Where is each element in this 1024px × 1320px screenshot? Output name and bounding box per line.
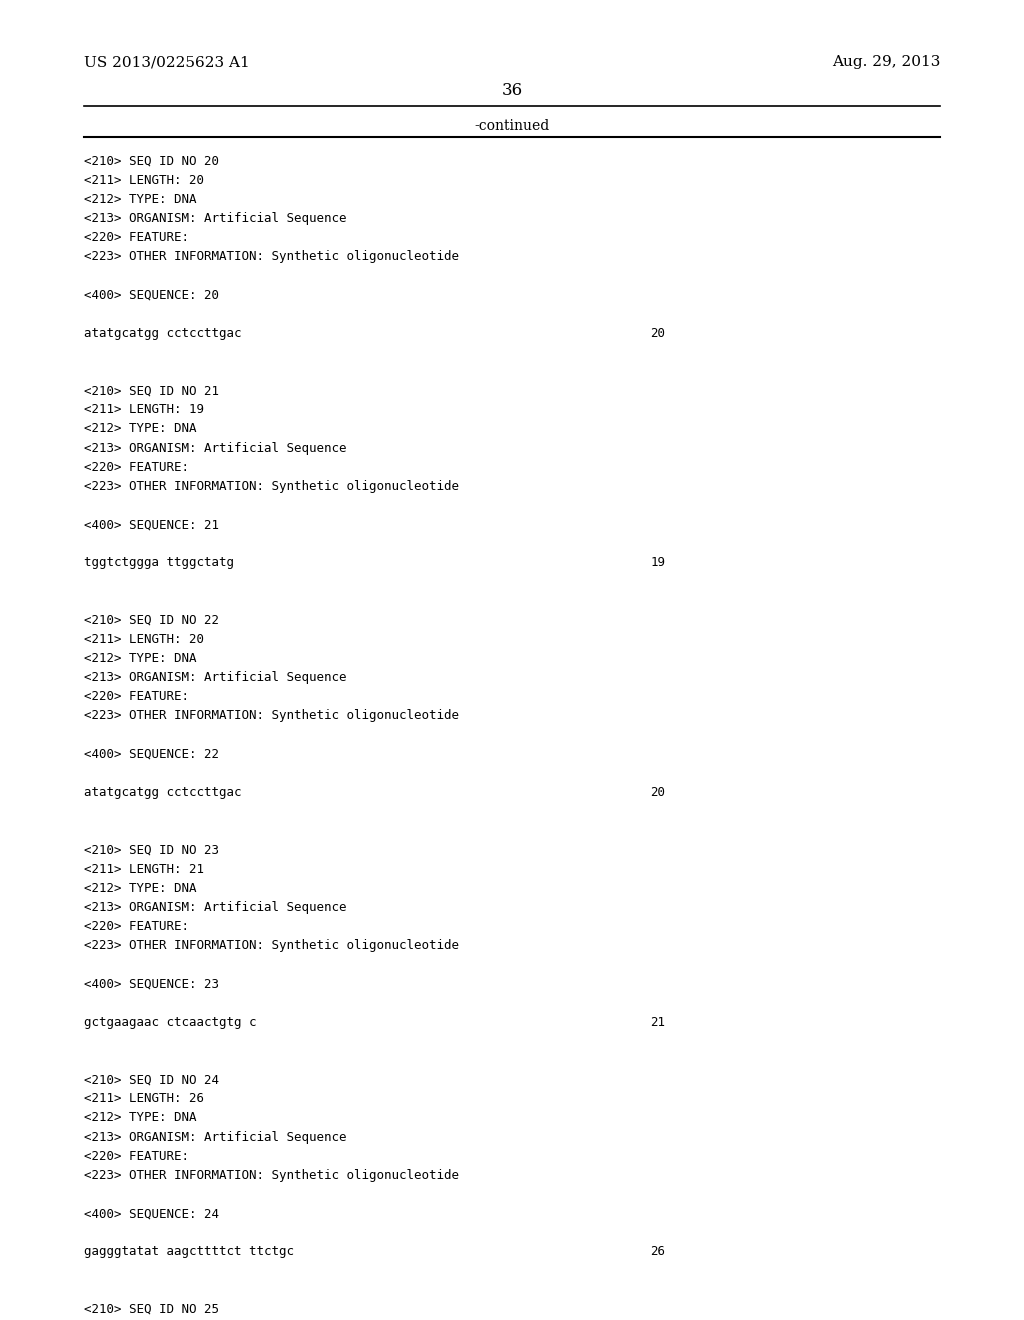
Text: 19: 19 [650,556,666,569]
Text: Aug. 29, 2013: Aug. 29, 2013 [831,55,940,70]
Text: <212> TYPE: DNA: <212> TYPE: DNA [84,422,197,436]
Text: <210> SEQ ID NO 21: <210> SEQ ID NO 21 [84,384,219,397]
Text: <211> LENGTH: 20: <211> LENGTH: 20 [84,173,204,186]
Text: <223> OTHER INFORMATION: Synthetic oligonucleotide: <223> OTHER INFORMATION: Synthetic oligo… [84,249,459,263]
Text: <220> FEATURE:: <220> FEATURE: [84,231,189,244]
Text: <210> SEQ ID NO 22: <210> SEQ ID NO 22 [84,614,219,627]
Text: <213> ORGANISM: Artificial Sequence: <213> ORGANISM: Artificial Sequence [84,441,346,454]
Text: 20: 20 [650,785,666,799]
Text: <213> ORGANISM: Artificial Sequence: <213> ORGANISM: Artificial Sequence [84,900,346,913]
Text: <223> OTHER INFORMATION: Synthetic oligonucleotide: <223> OTHER INFORMATION: Synthetic oligo… [84,939,459,952]
Text: <400> SEQUENCE: 22: <400> SEQUENCE: 22 [84,747,219,760]
Text: <223> OTHER INFORMATION: Synthetic oligonucleotide: <223> OTHER INFORMATION: Synthetic oligo… [84,1168,459,1181]
Text: <211> LENGTH: 20: <211> LENGTH: 20 [84,632,204,645]
Text: <213> ORGANISM: Artificial Sequence: <213> ORGANISM: Artificial Sequence [84,1130,346,1143]
Text: gagggtatat aagcttttct ttctgc: gagggtatat aagcttttct ttctgc [84,1245,294,1258]
Text: <400> SEQUENCE: 23: <400> SEQUENCE: 23 [84,977,219,990]
Text: <211> LENGTH: 21: <211> LENGTH: 21 [84,862,204,875]
Text: <210> SEQ ID NO 25: <210> SEQ ID NO 25 [84,1303,219,1316]
Text: <400> SEQUENCE: 24: <400> SEQUENCE: 24 [84,1206,219,1220]
Text: US 2013/0225623 A1: US 2013/0225623 A1 [84,55,250,70]
Text: 20: 20 [650,326,666,339]
Text: <223> OTHER INFORMATION: Synthetic oligonucleotide: <223> OTHER INFORMATION: Synthetic oligo… [84,479,459,492]
Text: tggtctggga ttggctatg: tggtctggga ttggctatg [84,556,233,569]
Text: <213> ORGANISM: Artificial Sequence: <213> ORGANISM: Artificial Sequence [84,211,346,224]
Text: gctgaagaac ctcaactgtg c: gctgaagaac ctcaactgtg c [84,1015,256,1028]
Text: <211> LENGTH: 19: <211> LENGTH: 19 [84,403,204,416]
Text: <220> FEATURE:: <220> FEATURE: [84,461,189,474]
Text: <212> TYPE: DNA: <212> TYPE: DNA [84,193,197,206]
Text: atatgcatgg cctccttgac: atatgcatgg cctccttgac [84,785,242,799]
Text: <400> SEQUENCE: 21: <400> SEQUENCE: 21 [84,517,219,531]
Text: atatgcatgg cctccttgac: atatgcatgg cctccttgac [84,326,242,339]
Text: <220> FEATURE:: <220> FEATURE: [84,1150,189,1163]
Text: -continued: -continued [474,119,550,133]
Text: <223> OTHER INFORMATION: Synthetic oligonucleotide: <223> OTHER INFORMATION: Synthetic oligo… [84,709,459,722]
Text: <212> TYPE: DNA: <212> TYPE: DNA [84,882,197,895]
Text: <400> SEQUENCE: 20: <400> SEQUENCE: 20 [84,288,219,301]
Text: 21: 21 [650,1015,666,1028]
Text: <210> SEQ ID NO 20: <210> SEQ ID NO 20 [84,154,219,168]
Text: 26: 26 [650,1245,666,1258]
Text: <220> FEATURE:: <220> FEATURE: [84,690,189,704]
Text: <210> SEQ ID NO 24: <210> SEQ ID NO 24 [84,1073,219,1086]
Text: <212> TYPE: DNA: <212> TYPE: DNA [84,652,197,665]
Text: <210> SEQ ID NO 23: <210> SEQ ID NO 23 [84,843,219,857]
Text: 36: 36 [502,82,522,99]
Text: <212> TYPE: DNA: <212> TYPE: DNA [84,1111,197,1125]
Text: <211> LENGTH: 26: <211> LENGTH: 26 [84,1092,204,1105]
Text: <220> FEATURE:: <220> FEATURE: [84,920,189,933]
Text: <213> ORGANISM: Artificial Sequence: <213> ORGANISM: Artificial Sequence [84,671,346,684]
